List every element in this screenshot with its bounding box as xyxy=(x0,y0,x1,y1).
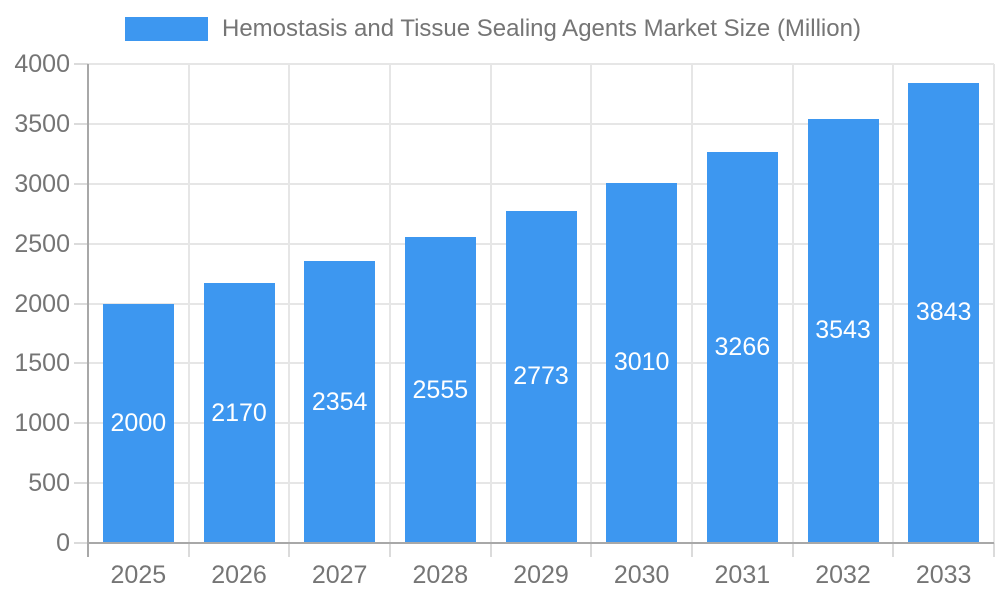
gridline-vertical xyxy=(791,64,794,543)
x-axis-label-2029: 2029 xyxy=(513,561,569,589)
x-axis-tick xyxy=(187,543,190,557)
y-axis-label: 4000 xyxy=(14,50,70,78)
bar-2030[interactable]: 3010 xyxy=(606,182,678,543)
y-axis-label: 2500 xyxy=(14,229,70,258)
x-axis-label-2027: 2027 xyxy=(311,561,368,589)
x-axis-line xyxy=(88,542,994,544)
x-axis-tick xyxy=(590,543,593,557)
bar-2029[interactable]: 2773 xyxy=(505,210,577,543)
x-axis-tick xyxy=(288,543,291,557)
bar-2032[interactable]: 3543 xyxy=(807,118,879,543)
gridline-vertical xyxy=(389,64,391,543)
bar-value-label: 2000 xyxy=(110,408,167,437)
gridline-vertical xyxy=(993,64,995,543)
x-axis-label-2026: 2026 xyxy=(211,561,267,589)
gridline-horizontal xyxy=(88,122,994,125)
y-axis-label: 0 xyxy=(56,529,70,557)
y-axis-tick xyxy=(74,302,88,305)
gridline-horizontal xyxy=(88,182,994,185)
bar-2031[interactable]: 3266 xyxy=(706,151,778,543)
bar-value-label: 2555 xyxy=(412,375,469,404)
gridline-vertical xyxy=(489,64,492,543)
bar-value-label: 2354 xyxy=(311,387,368,416)
legend-swatch-icon xyxy=(125,17,208,41)
x-axis-tick xyxy=(691,543,693,557)
x-axis-tick xyxy=(791,543,794,557)
bar-2027[interactable]: 2354 xyxy=(304,261,376,543)
bar-2028[interactable]: 2555 xyxy=(404,237,476,543)
bar-value-label: 3266 xyxy=(714,332,771,361)
bar-value-label: 2170 xyxy=(211,398,267,427)
y-axis-tick xyxy=(74,182,88,185)
y-axis-label: 500 xyxy=(28,469,70,498)
gridline-vertical xyxy=(691,64,693,543)
y-axis-label: 1000 xyxy=(14,409,70,438)
y-axis-label: 3500 xyxy=(14,109,70,138)
x-axis-label-2025: 2025 xyxy=(110,561,167,589)
x-axis-label-2028: 2028 xyxy=(412,561,469,589)
x-axis-tick xyxy=(892,543,895,557)
y-axis-tick xyxy=(74,63,88,65)
y-axis-label: 1500 xyxy=(14,349,70,378)
y-axis-line xyxy=(87,64,89,557)
y-axis-tick xyxy=(74,422,88,425)
legend[interactable]: Hemostasis and Tissue Sealing Agents Mar… xyxy=(125,17,861,41)
x-axis-label-2030: 2030 xyxy=(613,561,670,589)
y-axis-tick xyxy=(74,362,88,365)
bar-2033[interactable]: 3843 xyxy=(908,82,980,543)
y-axis-label: 2000 xyxy=(14,289,70,318)
x-axis-tick xyxy=(389,543,391,557)
gridline-vertical xyxy=(892,64,895,543)
gridline-vertical xyxy=(288,64,291,543)
x-axis-tick xyxy=(489,543,492,557)
x-axis-label-2032: 2032 xyxy=(815,561,871,589)
bar-2025[interactable]: 2000 xyxy=(102,303,174,543)
y-axis-label: 3000 xyxy=(14,169,70,198)
y-axis-tick xyxy=(74,482,88,485)
gridline-horizontal xyxy=(88,63,994,65)
bar-2026[interactable]: 2170 xyxy=(203,283,275,543)
bar-value-label: 3010 xyxy=(613,348,670,377)
x-axis-label-2033: 2033 xyxy=(915,561,972,589)
bar-value-label: 2773 xyxy=(513,362,569,391)
x-axis-tick xyxy=(993,543,995,557)
y-axis-tick xyxy=(74,122,88,125)
x-axis-label-2031: 2031 xyxy=(714,561,771,589)
gridline-vertical xyxy=(187,64,190,543)
y-axis-tick xyxy=(74,242,88,245)
legend-label: Hemostasis and Tissue Sealing Agents Mar… xyxy=(222,15,861,42)
y-axis-tick xyxy=(74,542,88,544)
bar-value-label: 3543 xyxy=(815,316,871,345)
gridline-vertical xyxy=(590,64,593,543)
bar-value-label: 3843 xyxy=(915,298,972,327)
plot-area: 0 500 1000 1500 2000 2500 3000 3500 4000 2000 2025… xyxy=(14,50,995,589)
